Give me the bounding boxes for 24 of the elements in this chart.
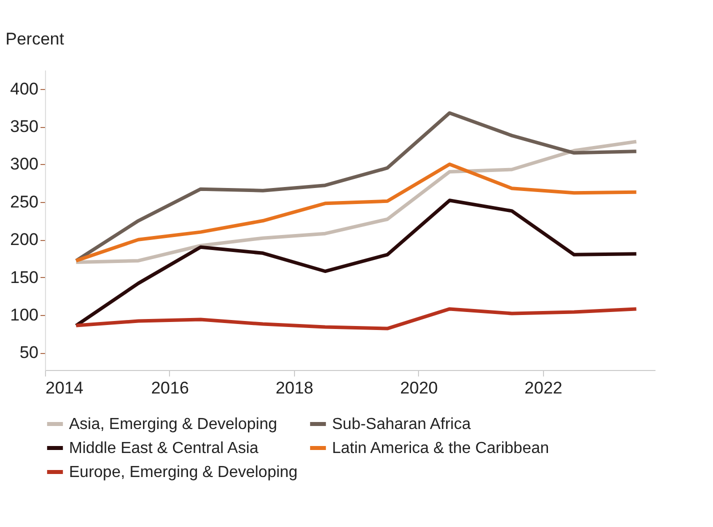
x-tick-label: 2018 <box>276 378 314 398</box>
line-series <box>74 140 638 264</box>
x-tick-label: 2014 <box>46 378 84 398</box>
x-tick-label: 2020 <box>400 378 438 398</box>
y-tick-label: 150 <box>10 268 38 287</box>
x-tick-label: 2022 <box>524 378 562 398</box>
y-tick-label: 50 <box>20 343 38 362</box>
y-tick-label: 250 <box>10 192 38 212</box>
legend-label: Latin America & the Caribbean <box>332 440 550 457</box>
line-series <box>74 198 638 328</box>
y-axis-title: Percent <box>6 30 64 48</box>
legend-label: Europe, Emerging & Developing <box>69 464 298 481</box>
legend-label: Asia, Emerging & Developing <box>69 416 278 433</box>
line-series <box>74 307 638 330</box>
line-series <box>74 111 638 262</box>
y-tick-label: 200 <box>10 230 38 250</box>
x-tick-label: 2016 <box>151 378 189 398</box>
line-series <box>74 162 638 262</box>
legend-label: Sub-Saharan Africa <box>332 416 471 433</box>
legend-label: Middle East & Central Asia <box>69 440 259 457</box>
y-tick-label: 350 <box>10 117 38 136</box>
y-tick-label: 300 <box>10 154 38 174</box>
y-tick-label: 100 <box>10 305 38 324</box>
y-tick-label: 400 <box>10 79 38 98</box>
